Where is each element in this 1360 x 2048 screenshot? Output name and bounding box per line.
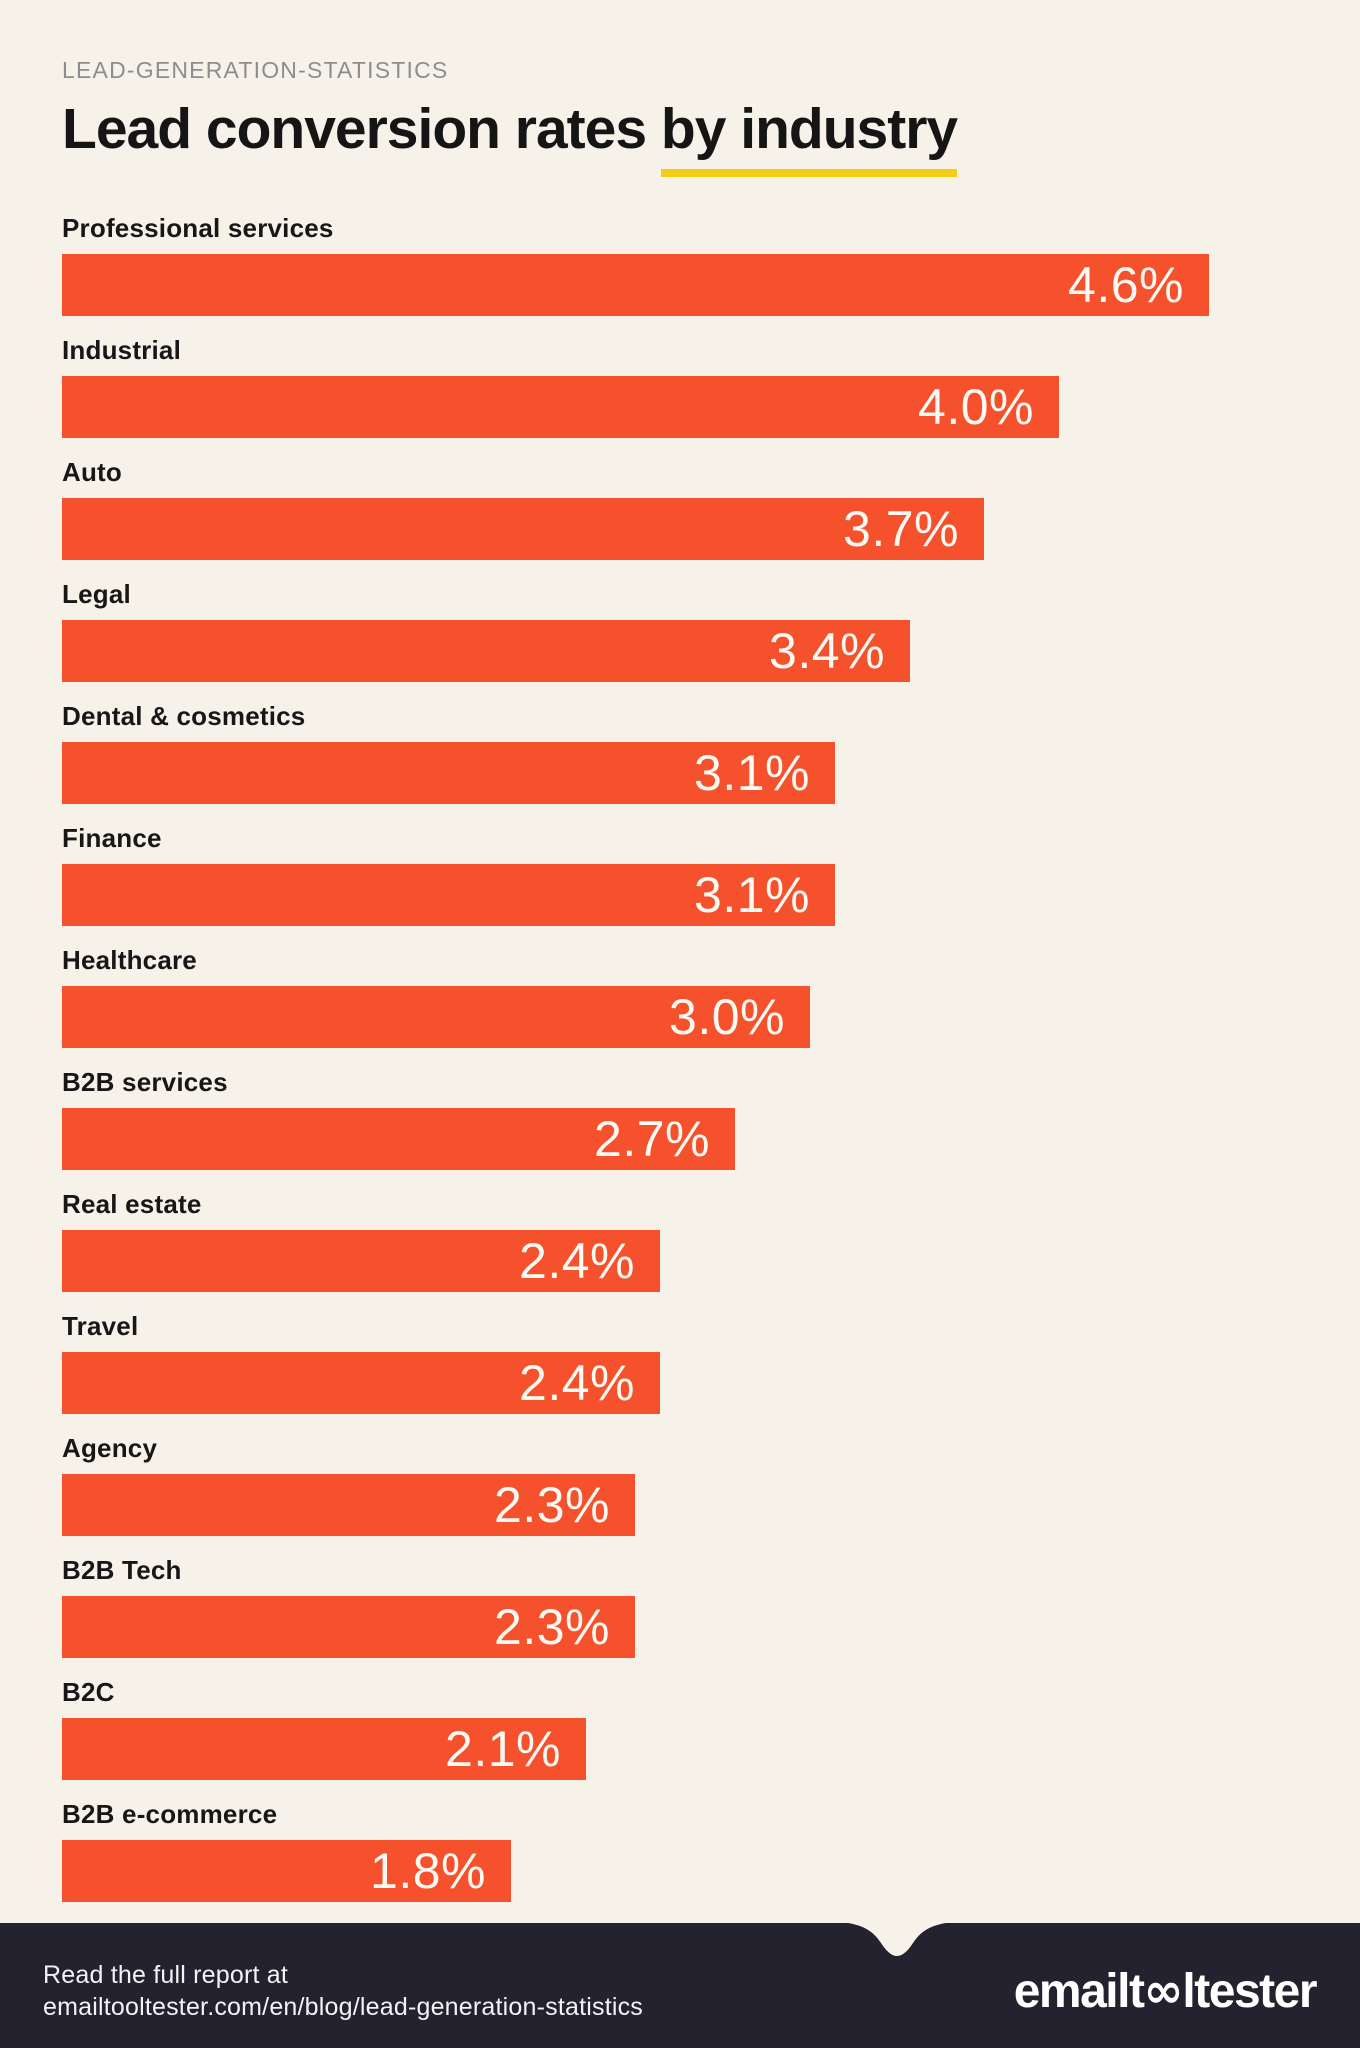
bar: 4.0% xyxy=(62,376,1059,438)
bar-value: 2.7% xyxy=(594,1111,710,1167)
emailtooltester-logo: emailt∞ltester xyxy=(1013,1962,1318,2019)
bar: 2.1% xyxy=(62,1718,586,1780)
bar: 4.6% xyxy=(62,254,1209,316)
logo-text-prefix: emailt xyxy=(1013,1964,1145,2018)
bar-label: Travel xyxy=(62,1311,139,1341)
bar-value: 3.1% xyxy=(694,745,810,801)
bar-label: Agency xyxy=(62,1433,158,1463)
bar-label: Dental & cosmetics xyxy=(62,701,306,731)
bar: 2.3% xyxy=(62,1596,635,1658)
bar: 3.1% xyxy=(62,742,835,804)
bar: 3.4% xyxy=(62,620,910,682)
bar-row: Dental & cosmetics 3.1% xyxy=(62,701,1298,804)
bar: 3.1% xyxy=(62,864,835,926)
footer-report-link[interactable]: emailtooltester.com/en/blog/lead-generat… xyxy=(43,1992,643,2021)
bar: 3.7% xyxy=(62,498,984,560)
bar-label: B2B services xyxy=(62,1067,228,1097)
bar: 2.4% xyxy=(62,1230,660,1292)
bar-value: 3.4% xyxy=(769,623,885,679)
bar-value: 2.4% xyxy=(519,1233,635,1289)
bar-label: B2B e-commerce xyxy=(62,1799,278,1829)
bar-row: Real estate 2.4% xyxy=(62,1189,1298,1292)
bar: 2.4% xyxy=(62,1352,660,1414)
bar-value: 3.1% xyxy=(694,867,810,923)
bar-value: 1.8% xyxy=(370,1843,486,1899)
bar-value: 2.1% xyxy=(445,1721,561,1777)
bar-row: Industrial 4.0% xyxy=(62,335,1298,438)
bar-row: Healthcare 3.0% xyxy=(62,945,1298,1048)
bar-value: 2.4% xyxy=(519,1355,635,1411)
bar-chart: Professional services 4.6% Industrial 4.0% A… xyxy=(62,213,1298,1902)
page-title: Lead conversion rates by industry xyxy=(62,96,1298,177)
footer-line1: Read the full report at xyxy=(43,1960,289,1989)
bar-row: Travel 2.4% xyxy=(62,1311,1298,1414)
bar-value: 3.7% xyxy=(843,501,959,557)
bar-row: B2C 2.1% xyxy=(62,1677,1298,1780)
bar: 2.3% xyxy=(62,1474,635,1536)
bar-label: B2C xyxy=(62,1677,115,1707)
bar-label: Healthcare xyxy=(62,945,197,975)
bar-row: Finance 3.1% xyxy=(62,823,1298,926)
bar-value: 2.3% xyxy=(494,1477,610,1533)
logo-text-suffix: ltester xyxy=(1182,1964,1317,2018)
bar-row: Agency 2.3% xyxy=(62,1433,1298,1536)
title-underlined-text: by industry xyxy=(660,96,958,177)
footer: Read the full report at emailtooltester.… xyxy=(0,1922,1360,2048)
eyebrow-label: LEAD-GENERATION-STATISTICS xyxy=(62,57,449,83)
infinity-icon: ∞ xyxy=(1143,1962,1183,2019)
bar-value: 3.0% xyxy=(669,989,785,1045)
bar-label: Industrial xyxy=(62,335,182,365)
footer-text: Read the full report at emailtooltester.… xyxy=(43,1959,643,2023)
bar-label: Real estate xyxy=(62,1189,202,1219)
bar-row: B2B Tech 2.3% xyxy=(62,1555,1298,1658)
bar-row: B2B services 2.7% xyxy=(62,1067,1298,1170)
bar-value: 2.3% xyxy=(494,1599,610,1655)
footer-notch-icon xyxy=(842,1922,952,1956)
bar-label: Legal xyxy=(62,579,131,609)
title-text: Lead conversion rates xyxy=(62,97,647,161)
bar-value: 4.6% xyxy=(1068,257,1184,313)
bar-row: Professional services 4.6% xyxy=(62,213,1298,316)
bar-row: B2B e-commerce 1.8% xyxy=(62,1799,1298,1902)
bar-row: Legal 3.4% xyxy=(62,579,1298,682)
header: LEAD-GENERATION-STATISTICS Lead conversi… xyxy=(62,56,1298,177)
bar: 1.8% xyxy=(62,1840,511,1902)
bar-label: Auto xyxy=(62,457,122,487)
bar-label: Professional services xyxy=(62,213,334,243)
bar: 3.0% xyxy=(62,986,810,1048)
bar-value: 4.0% xyxy=(918,379,1034,435)
bar: 2.7% xyxy=(62,1108,735,1170)
bar-label: Finance xyxy=(62,823,162,853)
bar-row: Auto 3.7% xyxy=(62,457,1298,560)
bar-label: B2B Tech xyxy=(62,1555,182,1585)
